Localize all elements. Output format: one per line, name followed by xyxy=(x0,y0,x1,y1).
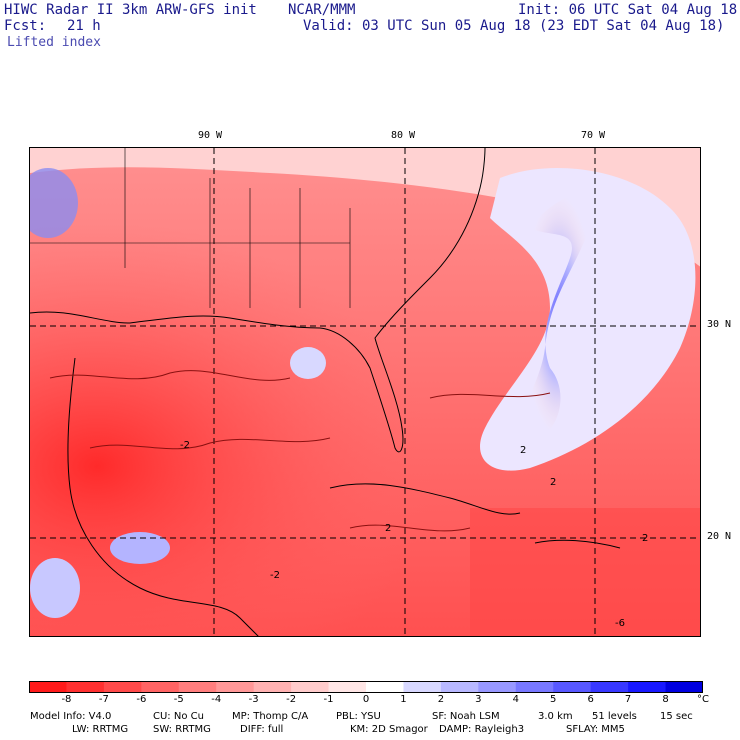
contour-label: 2 xyxy=(642,533,648,544)
contour-label: -2 xyxy=(180,440,190,451)
colorbar-tick-label: 7 xyxy=(624,694,632,705)
model-info-item: Model Info: V4.0 xyxy=(30,711,112,722)
contour-label: -6 xyxy=(615,618,625,629)
colorbar-swatch xyxy=(291,681,330,693)
model-info-item: DAMP: Rayleigh3 xyxy=(439,724,525,735)
coastline-mexico xyxy=(67,357,259,636)
colorbar-tick-label: -7 xyxy=(98,694,109,705)
colorbar-swatch xyxy=(366,681,404,693)
lon-label-70w: 70 W xyxy=(581,130,606,141)
model-info-item: SFLAY: MM5 xyxy=(566,724,625,735)
colorbar-border xyxy=(29,681,703,693)
field-atlantic-swirl xyxy=(523,194,595,436)
colorbar-swatch xyxy=(515,681,554,693)
coastline-hispaniola xyxy=(534,539,621,549)
colorbar-swatch xyxy=(553,681,592,693)
colorbar-swatch xyxy=(665,681,703,693)
field-mexico-stable xyxy=(110,532,170,564)
colorbar-tick-label: 5 xyxy=(550,694,557,705)
colorbar-tick-label: 0 xyxy=(362,694,370,705)
colorbar-tick-label: -8 xyxy=(61,694,72,705)
colorbar-swatch xyxy=(66,681,105,693)
colorbar-swatch xyxy=(590,681,629,693)
contour-label: 2 xyxy=(385,523,391,534)
colorbar-tick-label: -2 xyxy=(286,694,297,705)
contour-lines xyxy=(49,370,551,532)
lat-label-20n: 20 N xyxy=(707,531,732,542)
colorbar-swatch xyxy=(440,681,479,693)
model-info-item: KM: 2D Smagor xyxy=(350,724,428,735)
field-south-unstable xyxy=(470,508,700,636)
colorbar-unit: °C xyxy=(697,694,709,705)
colorbar-swatch xyxy=(29,681,67,693)
map-canvas: 2 2 -2 2 -2 2 -6 xyxy=(30,148,700,636)
model-info-item: MP: Thomp C/A xyxy=(232,711,309,722)
colorbar xyxy=(29,681,703,693)
colorbar-tick-label: -5 xyxy=(173,694,184,705)
colorbar-swatch xyxy=(141,681,180,693)
colorbar-swatch xyxy=(403,681,442,693)
forecast-hour: 21 h xyxy=(67,18,101,34)
model-info-item: LW: RRTMG xyxy=(72,724,129,735)
model-info-item: PBL: YSU xyxy=(336,711,381,722)
model-info-item: 51 levels xyxy=(592,711,637,722)
colorbar-tick-label: 4 xyxy=(512,694,519,705)
colorbar-swatch xyxy=(328,681,367,693)
plot-title: HIWC Radar II 3km ARW-GFS init xyxy=(4,2,257,18)
colorbar-swatch xyxy=(178,681,217,693)
state-boundaries xyxy=(30,148,351,308)
colorbar-swatch xyxy=(253,681,292,693)
colorbar-tick-label: 3 xyxy=(475,694,482,705)
coastline-us xyxy=(30,148,486,453)
lat-label-30n: 30 N xyxy=(707,319,732,330)
plot-org: NCAR/MMM xyxy=(288,2,356,18)
colorbar-tick-label: 8 xyxy=(662,694,669,705)
lifted-index-map: 2 2 -2 2 -2 2 -6 xyxy=(29,147,701,637)
colorbar-tick-label: -3 xyxy=(248,694,259,705)
model-info-item: SF: Noah LSM xyxy=(432,711,500,722)
field-nw-stable xyxy=(30,168,78,238)
model-info-item: 3.0 km xyxy=(538,711,573,722)
forecast-label: Fcst: xyxy=(4,18,47,34)
model-info-item: CU: No Cu xyxy=(153,711,204,722)
colorbar-tick-label: 2 xyxy=(437,694,445,705)
model-info-item: SW: RRTMG xyxy=(153,724,211,735)
model-info-item: 15 sec xyxy=(660,711,693,722)
colorbar-tick-label: -1 xyxy=(323,694,334,705)
colorbar-swatch xyxy=(216,681,255,693)
contour-label: 2 xyxy=(550,477,556,488)
lon-label-90w: 90 W xyxy=(198,130,223,141)
colorbar-tick-label: -4 xyxy=(211,694,222,705)
coastline-cuba xyxy=(329,483,521,515)
contour-label: -2 xyxy=(270,570,280,581)
colorbar-tick-label: -6 xyxy=(136,694,147,705)
lon-label-80w: 80 W xyxy=(391,130,416,141)
colorbar-tick-label: 1 xyxy=(400,694,407,705)
field-name: Lifted index xyxy=(7,35,101,50)
contour-label: 2 xyxy=(520,445,526,456)
field-gulf-stable xyxy=(290,347,326,379)
field-mexico-west-stable xyxy=(30,558,80,618)
colorbar-swatch xyxy=(478,681,517,693)
model-info-item: DIFF: full xyxy=(240,724,284,735)
colorbar-tick-label: 6 xyxy=(587,694,594,705)
init-time: Init: 06 UTC Sat 04 Aug 18 xyxy=(518,2,738,18)
valid-time: Valid: 03 UTC Sun 05 Aug 18 (23 EDT Sat … xyxy=(303,18,725,34)
colorbar-swatch xyxy=(628,681,667,693)
colorbar-swatch xyxy=(103,681,142,693)
